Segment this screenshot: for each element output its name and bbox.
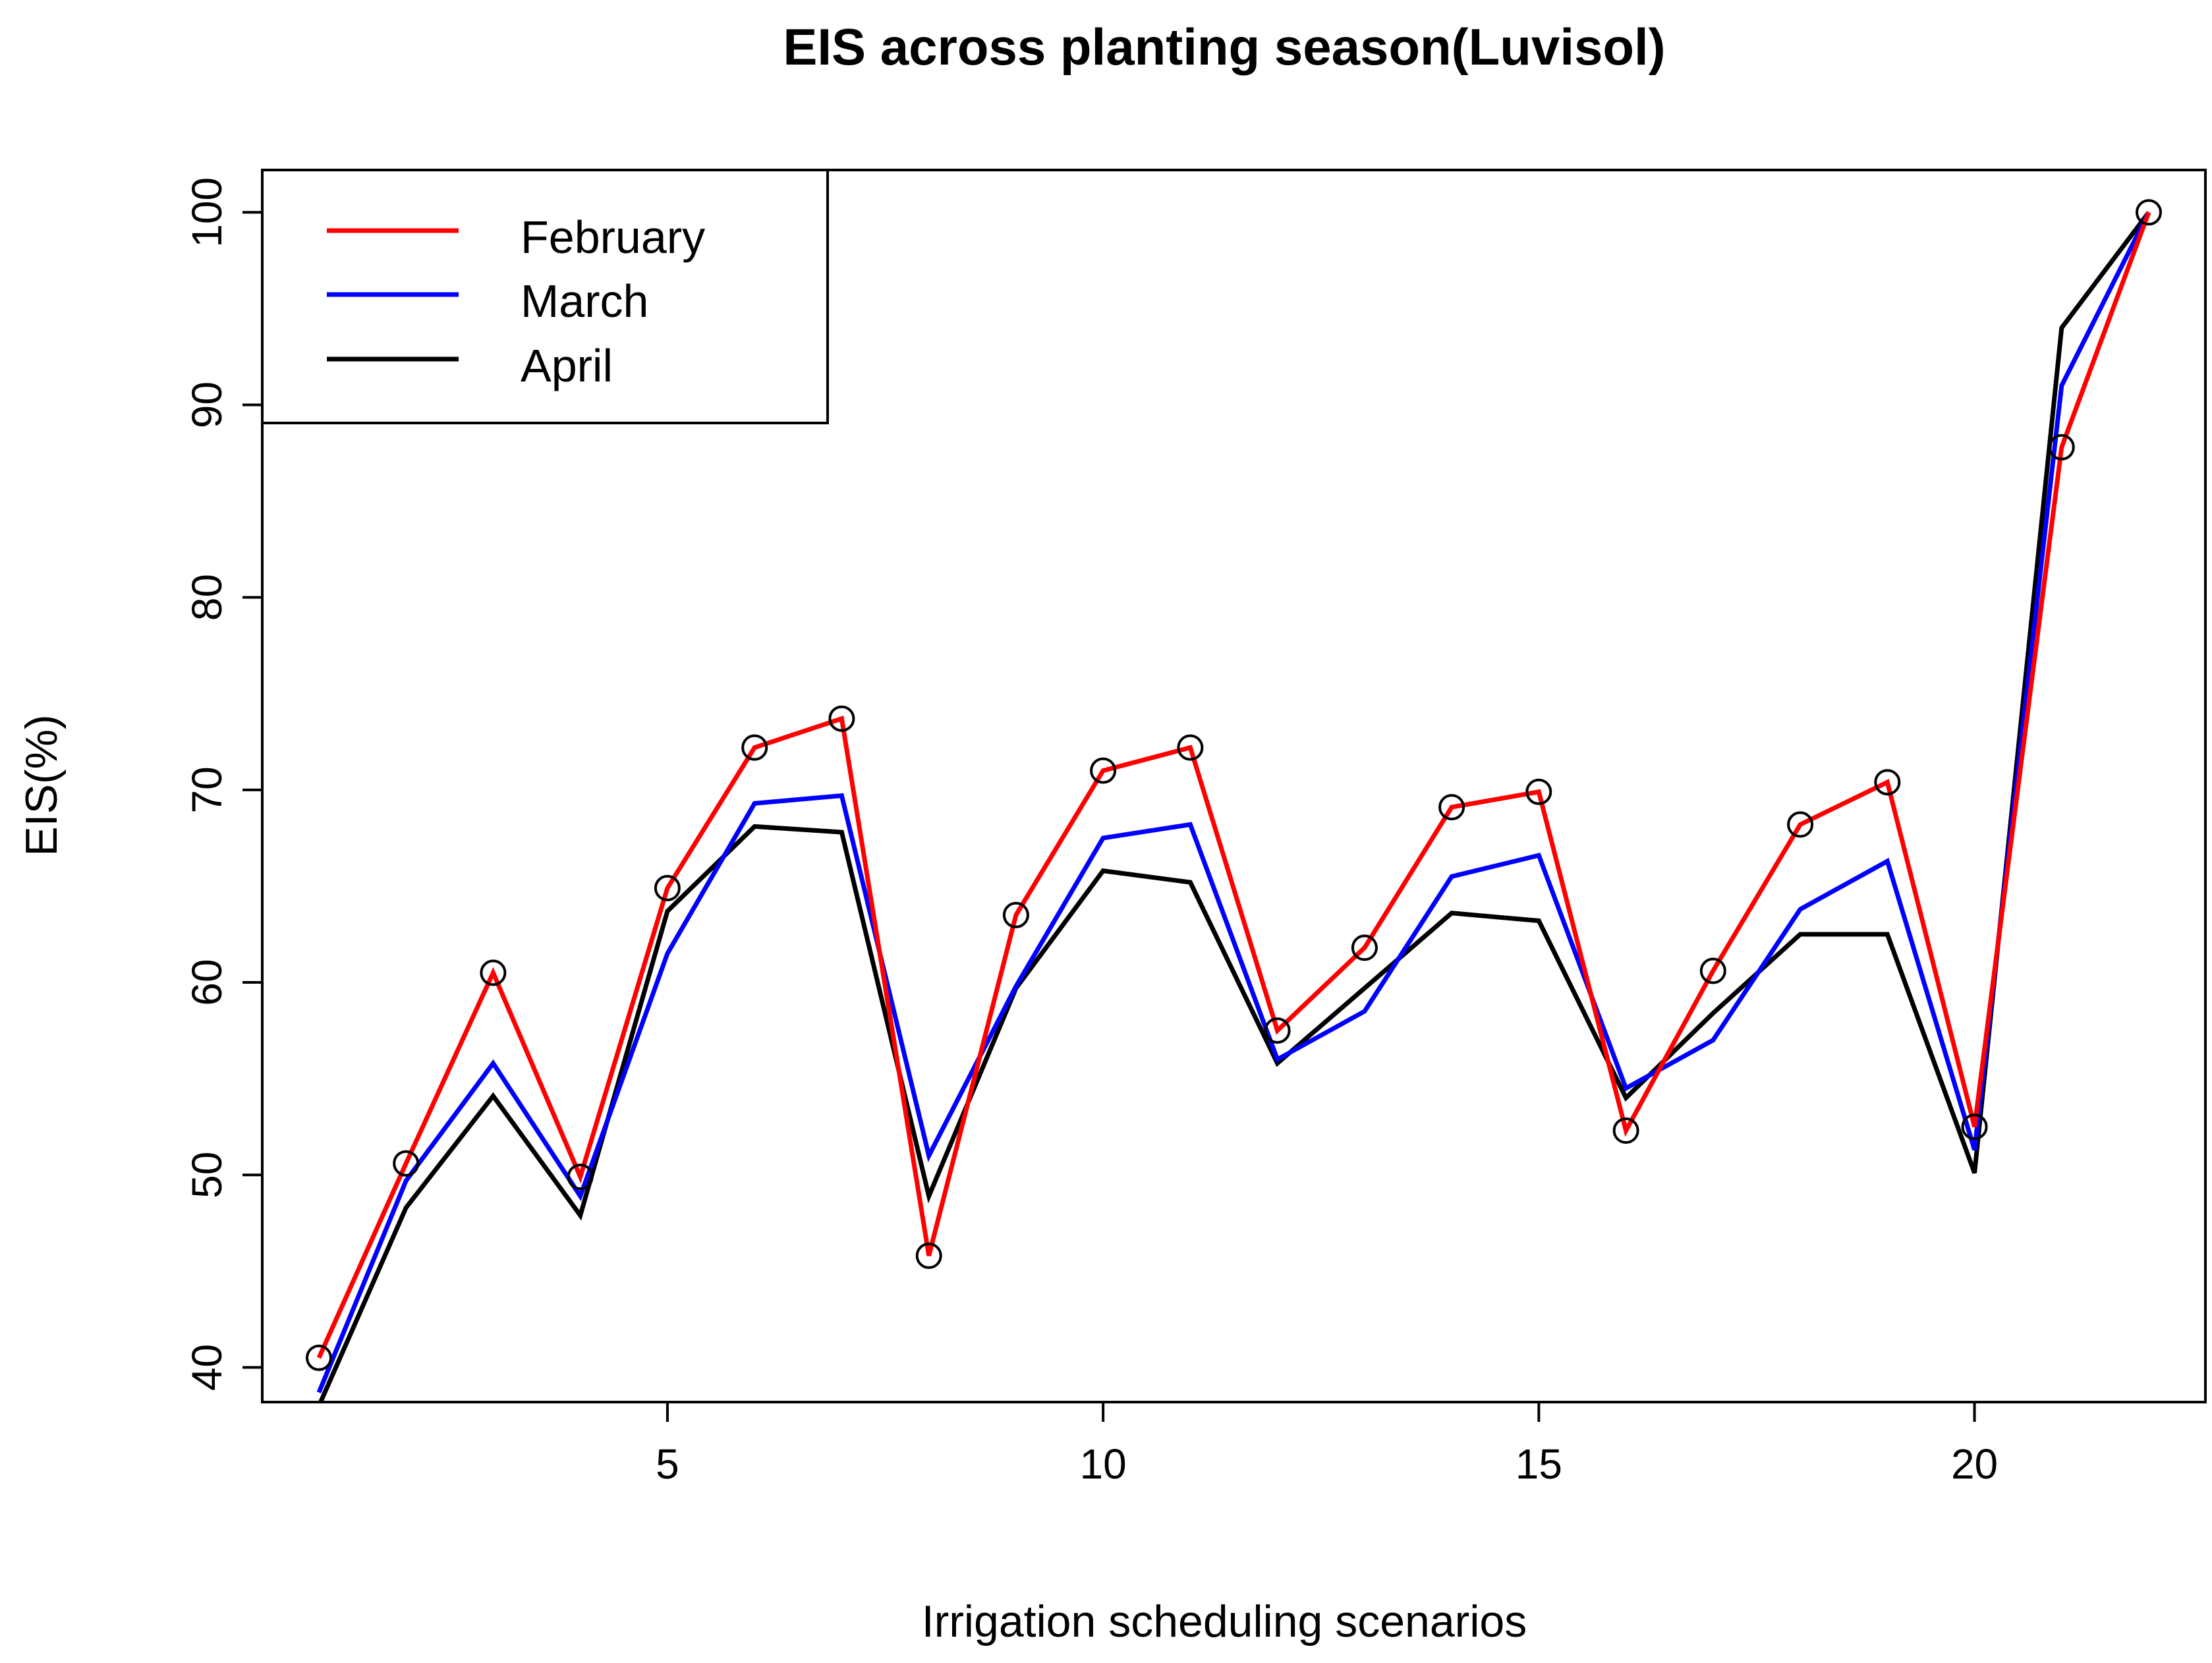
data-point-february — [1351, 934, 1378, 961]
x-axis-label: Irrigation scheduling scenarios — [922, 1596, 1527, 1647]
y-tick-label: 40 — [183, 1344, 231, 1391]
y-tick-label: 60 — [183, 959, 231, 1005]
data-point-february — [2048, 434, 2075, 461]
data-point-february — [915, 1242, 942, 1269]
y-tick-label: 50 — [183, 1152, 231, 1198]
data-point-february — [393, 1150, 420, 1177]
data-point-february — [741, 734, 768, 761]
x-tick-label: 10 — [1080, 1440, 1127, 1488]
y-tick-label: 70 — [183, 766, 231, 813]
legend-label-february: February — [521, 211, 705, 263]
data-point-february — [480, 959, 507, 986]
series-line-march — [316, 211, 2151, 1394]
data-point-february — [1525, 778, 1552, 805]
data-point-february — [1612, 1117, 1639, 1144]
y-tick-label: 80 — [183, 574, 231, 621]
data-point-february — [1264, 1017, 1291, 1044]
data-point-february — [1874, 769, 1901, 796]
x-tick-label: 15 — [1516, 1440, 1562, 1488]
data-point-february — [654, 874, 681, 901]
x-tick-label: 5 — [656, 1440, 679, 1488]
data-point-february — [2136, 199, 2162, 226]
data-point-february — [567, 1164, 594, 1191]
y-tick-label: 90 — [183, 381, 231, 428]
plot-area-border — [261, 169, 2207, 1403]
x-tick-label: 20 — [1951, 1440, 1998, 1488]
data-point-february — [1090, 757, 1117, 784]
data-point-february — [1002, 901, 1029, 928]
series-line-april — [318, 211, 2151, 1402]
data-point-february — [1699, 957, 1726, 984]
y-axis-label: EIS(%) — [16, 714, 67, 856]
data-point-february — [306, 1344, 332, 1371]
series-line-february — [316, 211, 2151, 1359]
plot-series — [306, 199, 2162, 1402]
data-point-february — [1177, 734, 1204, 761]
y-axis: 40 50 60 70 80 90 100 — [183, 177, 262, 1391]
legend-label-march: March — [521, 275, 648, 327]
data-point-february — [1438, 794, 1465, 821]
legend-label-april: April — [521, 340, 613, 391]
x-axis: 5 10 15 20 — [656, 1402, 1998, 1488]
chart-title: EIS across planting season(Luvisol) — [783, 18, 1665, 76]
legend: February March April — [261, 169, 829, 424]
y-tick-label: 100 — [183, 177, 231, 248]
data-point-february — [1961, 1113, 1988, 1141]
data-point-february — [828, 705, 855, 732]
data-point-february — [1787, 811, 1814, 838]
